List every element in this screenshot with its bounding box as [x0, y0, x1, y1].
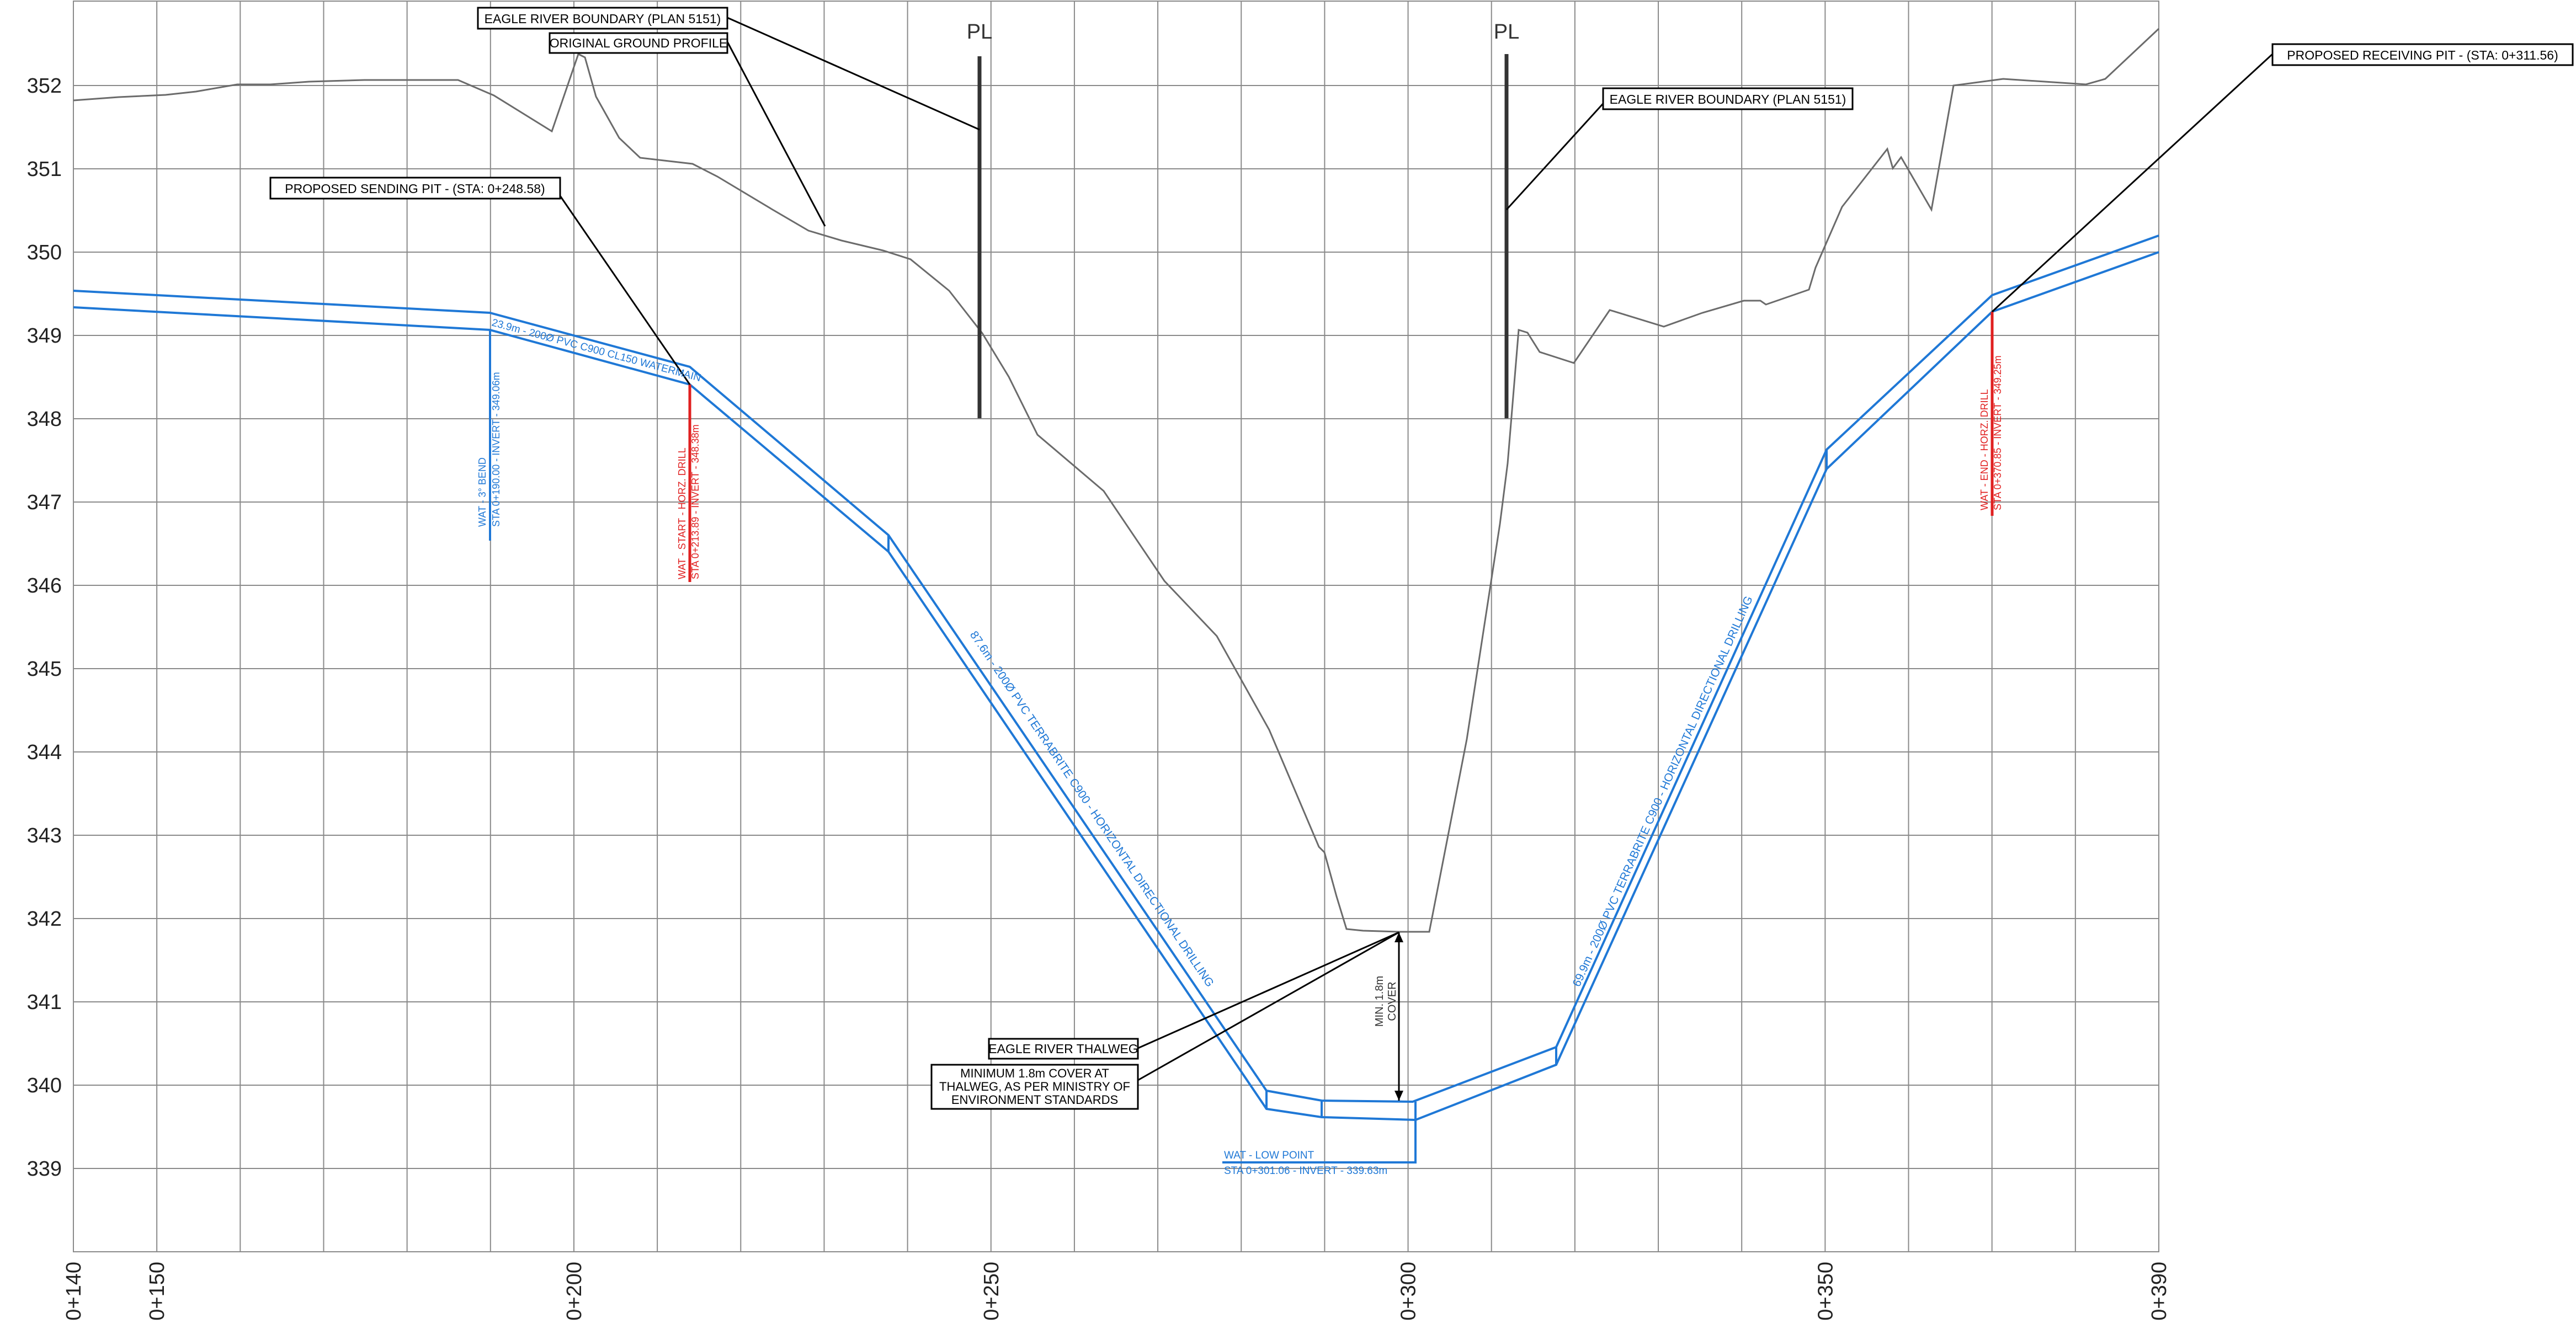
- y-axis-tick-label: 351: [27, 158, 62, 181]
- original-ground-profile: [73, 28, 2160, 933]
- x-axis-tick-label: 0+300: [1397, 1262, 1420, 1321]
- property-line-label: PL: [1494, 20, 1519, 44]
- callout-sending-pit: PROPOSED SENDING PIT - (STA: 0+248.58): [269, 177, 561, 200]
- y-axis-tick-label: 344: [27, 741, 62, 764]
- callout-ground-profile: ORIGINAL GROUND PROFILE: [549, 32, 728, 54]
- y-axis-tick-label: 340: [27, 1074, 62, 1097]
- bend-label-line-1: WAT - 3° BEND: [477, 457, 488, 527]
- callout-river-boundary-right: EAGLE RIVER BOUNDARY (PLAN 5151): [1602, 87, 1854, 110]
- x-axis-tick-label: 0+140: [62, 1262, 86, 1321]
- proposed-watermain: [73, 234, 2159, 1122]
- y-axis-tick-label: 348: [27, 408, 62, 431]
- x-axis-labels: 0+140 0+150 0+200 0+250 0+300 0+350 0+390: [62, 1262, 2171, 1321]
- callout-ground-profile-text: ORIGINAL GROUND PROFILE: [550, 36, 727, 50]
- callout-receiving-pit-text: PROPOSED RECEIVING PIT - (STA: 0+311.56): [2287, 48, 2558, 62]
- callout-min-cover-note-line-2: THALWEG, AS PER MINISTRY OF: [939, 1080, 1130, 1093]
- start-drill-label-line-1: WAT - START - HORZ. DRILL: [677, 447, 688, 579]
- callout-river-boundary-left: EAGLE RIVER BOUNDARY (PLAN 5151): [477, 7, 728, 30]
- y-axis-tick-label: 350: [27, 241, 62, 264]
- bend-label-line-2: STA 0+190.00 - INVERT - 349.06m: [491, 372, 502, 527]
- x-axis-tick-label: 0+150: [146, 1262, 169, 1321]
- end-drill-label-line-2: STA 0+370.85 - INVERT - 349.25m: [1992, 355, 2003, 510]
- y-axis-tick-label: 349: [27, 324, 62, 348]
- min-cover-label-1: MIN. 1.8m: [1374, 976, 1386, 1027]
- start-drill-label-line-2: STA 0+213.89 - INVERT - 348.38m: [690, 424, 701, 579]
- low-point-label-line-2: STA 0+301.06 - INVERT - 339.63m: [1224, 1165, 1387, 1177]
- callout-thalweg-text: EAGLE RIVER THALWEG: [988, 1042, 1138, 1056]
- y-axis-tick-label: 347: [27, 491, 62, 514]
- callout-thalweg: EAGLE RIVER THALWEG: [988, 1038, 1139, 1060]
- callout-sending-pit-text: PROPOSED SENDING PIT - (STA: 0+248.58): [285, 182, 545, 196]
- end-drill-label-line-1: WAT - END - HORZ. DRILL: [1979, 389, 1990, 510]
- low-point-label-line-1: WAT - LOW POINT: [1224, 1150, 1314, 1161]
- y-axis-tick-label: 341: [27, 991, 62, 1014]
- property-line-left: PL: [967, 20, 992, 418]
- x-axis-tick-label: 0+350: [1814, 1262, 1837, 1321]
- y-axis-tick-label: 346: [27, 574, 62, 597]
- leader-lines: [559, 17, 2274, 1081]
- callout-min-cover-note-line-1: MINIMUM 1.8m COVER AT: [960, 1066, 1109, 1080]
- grid: [73, 1, 2159, 1252]
- min-cover-dimension: MIN. 1.8m COVER: [1374, 932, 1403, 1101]
- min-cover-label-2: COVER: [1386, 981, 1398, 1021]
- x-axis-tick-label: 0+250: [980, 1262, 1003, 1321]
- property-line-right: PL: [1494, 20, 1519, 418]
- y-axis-tick-label: 345: [27, 658, 62, 681]
- x-axis-tick-label: 0+390: [2148, 1262, 2171, 1321]
- callout-river-boundary-left-text: EAGLE RIVER BOUNDARY (PLAN 5151): [485, 12, 721, 26]
- callout-receiving-pit: PROPOSED RECEIVING PIT - (STA: 0+311.56): [2271, 43, 2574, 66]
- callout-min-cover-note-line-3: ENVIRONMENT STANDARDS: [951, 1093, 1118, 1107]
- y-axis-tick-label: 342: [27, 908, 62, 931]
- callout-river-boundary-right-text: EAGLE RIVER BOUNDARY (PLAN 5151): [1610, 92, 1846, 106]
- y-axis-tick-label: 352: [27, 74, 62, 98]
- y-axis-tick-label: 339: [27, 1157, 62, 1181]
- callout-min-cover-note: MINIMUM 1.8m COVER AT THALWEG, AS PER MI…: [930, 1064, 1139, 1110]
- low-point-marker: [1222, 1120, 1417, 1163]
- y-axis-tick-label: 343: [27, 824, 62, 847]
- x-axis-tick-label: 0+200: [563, 1262, 586, 1321]
- y-axis-labels: 352 351 350 349 348 347 346 345 344 343 342 341 340 3…: [27, 74, 62, 1181]
- property-line-label: PL: [967, 20, 992, 44]
- grid-frame: [73, 1, 2159, 1252]
